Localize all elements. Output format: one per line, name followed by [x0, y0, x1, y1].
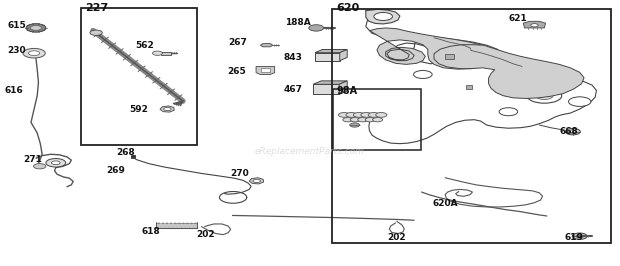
Polygon shape [313, 81, 347, 84]
Circle shape [350, 118, 360, 122]
Circle shape [365, 118, 375, 122]
Polygon shape [160, 106, 174, 112]
Text: 271: 271 [24, 155, 42, 164]
Text: 270: 270 [231, 169, 249, 178]
Text: 227: 227 [86, 3, 109, 13]
Circle shape [346, 113, 357, 117]
Text: 620: 620 [337, 3, 360, 13]
Circle shape [576, 235, 583, 238]
Circle shape [33, 164, 46, 169]
Circle shape [353, 113, 365, 117]
Text: 621: 621 [508, 14, 527, 23]
Circle shape [253, 179, 260, 182]
Polygon shape [340, 49, 347, 61]
Circle shape [499, 108, 518, 116]
Polygon shape [260, 44, 273, 47]
Circle shape [361, 113, 372, 117]
Text: 269: 269 [107, 167, 125, 176]
Circle shape [376, 113, 387, 117]
Polygon shape [131, 155, 135, 158]
Text: 620A: 620A [433, 199, 458, 208]
Circle shape [569, 97, 591, 106]
Circle shape [564, 79, 577, 85]
Text: 467: 467 [284, 85, 303, 94]
Circle shape [90, 30, 102, 35]
Polygon shape [370, 28, 497, 69]
Polygon shape [466, 85, 472, 89]
Polygon shape [261, 68, 270, 72]
Text: 202: 202 [196, 230, 215, 239]
Circle shape [373, 118, 383, 122]
Text: 615: 615 [7, 21, 26, 30]
Circle shape [565, 128, 580, 135]
Polygon shape [523, 21, 546, 28]
Polygon shape [313, 84, 339, 94]
Text: eReplacementParts.com: eReplacementParts.com [255, 147, 365, 156]
Polygon shape [339, 81, 347, 94]
Circle shape [513, 59, 528, 65]
Circle shape [23, 48, 45, 58]
Polygon shape [161, 52, 171, 55]
Circle shape [569, 130, 577, 133]
Bar [81, 8, 197, 145]
Circle shape [464, 50, 479, 56]
Circle shape [374, 13, 392, 20]
Circle shape [572, 233, 587, 239]
Circle shape [26, 24, 46, 32]
Polygon shape [434, 45, 584, 98]
Circle shape [536, 92, 553, 99]
Text: 265: 265 [227, 68, 246, 77]
Circle shape [30, 26, 42, 30]
Circle shape [531, 24, 538, 27]
Text: 188A: 188A [285, 18, 311, 27]
Circle shape [358, 118, 368, 122]
Polygon shape [256, 66, 275, 74]
Polygon shape [445, 54, 454, 59]
Circle shape [458, 47, 485, 59]
Text: 230: 230 [7, 46, 26, 55]
Polygon shape [315, 53, 340, 61]
Circle shape [51, 161, 60, 165]
Circle shape [164, 107, 171, 111]
Circle shape [153, 51, 162, 55]
Text: 592: 592 [129, 105, 148, 114]
Circle shape [339, 113, 350, 117]
Polygon shape [315, 49, 347, 53]
Polygon shape [249, 178, 264, 184]
Text: 616: 616 [4, 86, 23, 95]
Text: 268: 268 [117, 148, 135, 157]
Circle shape [414, 70, 432, 78]
Circle shape [350, 123, 360, 127]
Text: 267: 267 [228, 38, 247, 47]
Circle shape [368, 113, 379, 117]
Text: 562: 562 [135, 41, 154, 50]
Polygon shape [366, 9, 400, 24]
Text: 843: 843 [284, 53, 303, 62]
Circle shape [527, 88, 562, 103]
Circle shape [309, 25, 324, 31]
Bar [333, 89, 421, 150]
Text: 202: 202 [388, 233, 406, 242]
Circle shape [343, 118, 353, 122]
Text: 668: 668 [559, 127, 578, 136]
Bar [332, 9, 611, 243]
Text: 98A: 98A [337, 86, 358, 97]
Circle shape [29, 51, 40, 56]
Text: 618: 618 [141, 227, 160, 236]
Text: 619: 619 [564, 233, 583, 242]
Circle shape [46, 159, 66, 167]
